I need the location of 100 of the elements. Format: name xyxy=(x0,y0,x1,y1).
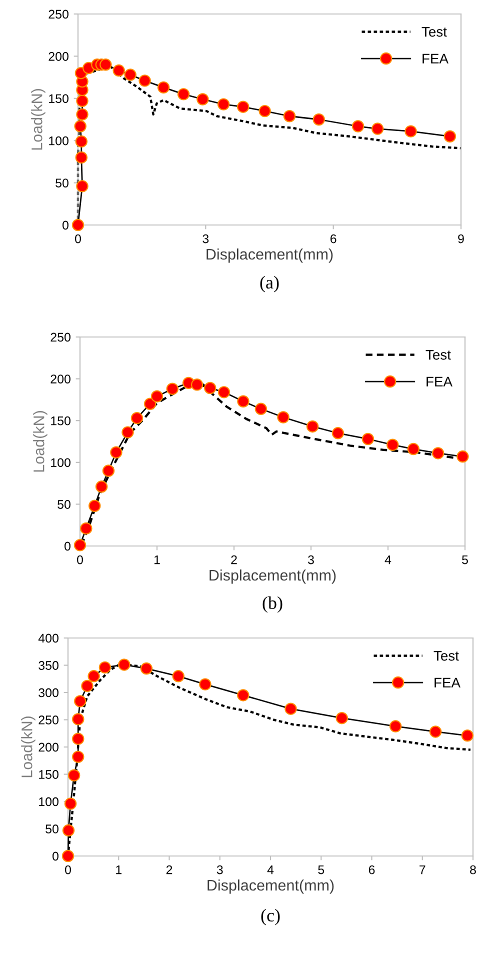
point xyxy=(196,93,209,106)
x-tick-label: 6 xyxy=(368,865,375,874)
y-tick-label: 400 xyxy=(38,634,58,643)
point xyxy=(432,447,444,460)
point xyxy=(407,442,420,456)
point xyxy=(102,464,115,477)
point xyxy=(130,412,144,424)
point xyxy=(371,122,384,135)
point xyxy=(258,104,271,118)
y-tick-label: 0 xyxy=(62,220,68,230)
point xyxy=(75,151,88,164)
legend-label: FEA xyxy=(422,54,448,64)
point xyxy=(336,712,348,724)
point xyxy=(75,135,88,148)
point xyxy=(312,113,325,126)
point xyxy=(72,732,84,745)
point xyxy=(144,398,156,410)
point xyxy=(177,88,190,100)
x-tick-label: 7 xyxy=(420,865,426,874)
point xyxy=(277,411,290,424)
y-tick-label: 250 xyxy=(50,332,70,342)
y-tick-label: 250 xyxy=(38,716,58,724)
point xyxy=(190,378,204,391)
point xyxy=(88,670,100,682)
point xyxy=(166,382,179,395)
point xyxy=(62,824,75,836)
point xyxy=(72,750,84,763)
y-tick-label: 0 xyxy=(52,852,58,861)
point xyxy=(98,661,112,674)
point xyxy=(254,402,268,416)
point xyxy=(122,426,134,438)
text: (c) xyxy=(261,908,280,926)
point xyxy=(237,100,250,113)
y-tick-label: 50 xyxy=(56,178,68,188)
legend-label: Test xyxy=(426,350,451,360)
y-tick-label: 150 xyxy=(49,94,68,104)
x-tick-label: 4 xyxy=(384,555,392,564)
point xyxy=(218,386,230,398)
point xyxy=(284,702,297,715)
point xyxy=(389,720,402,732)
y-tick-label: 200 xyxy=(48,52,68,61)
legend-label: Test xyxy=(422,27,447,37)
point xyxy=(88,500,101,512)
point xyxy=(74,539,86,552)
legend-label: Test xyxy=(434,651,459,661)
x-tick-label: 0 xyxy=(75,234,81,244)
x-axis-title: Displacement(mm) xyxy=(210,569,336,584)
x-tick-label: 3 xyxy=(202,234,209,244)
point xyxy=(237,689,250,702)
point xyxy=(76,180,88,192)
y-tick-label: 150 xyxy=(51,416,70,426)
point xyxy=(76,108,88,121)
point xyxy=(352,120,364,132)
point xyxy=(283,110,296,122)
x-tick-label: 1 xyxy=(116,865,122,874)
x-tick-label: 8 xyxy=(470,865,476,874)
point xyxy=(199,678,212,690)
text: (a) xyxy=(260,276,279,292)
y-tick-label: 350 xyxy=(38,661,58,670)
point xyxy=(138,74,151,87)
point xyxy=(74,120,86,132)
point xyxy=(157,81,170,94)
point xyxy=(404,125,417,138)
x-axis-title: Displacement(mm) xyxy=(206,248,333,263)
y-tick-label: 50 xyxy=(58,500,70,509)
x-tick-label: 5 xyxy=(318,865,324,874)
point xyxy=(444,130,456,142)
point xyxy=(100,58,112,71)
point xyxy=(429,726,442,738)
legend-label: FEA xyxy=(426,376,452,386)
legend-label: FEA xyxy=(434,678,460,688)
point xyxy=(204,382,216,394)
x-tick-label: 3 xyxy=(216,865,223,874)
x-tick-label: 5 xyxy=(462,555,468,564)
point xyxy=(95,480,108,493)
y-tick-label: 200 xyxy=(50,374,70,384)
y-tick-label: 100 xyxy=(39,797,58,806)
point xyxy=(150,390,164,402)
x-tick-label: 6 xyxy=(330,234,336,244)
point xyxy=(62,850,74,862)
y-tick-label: 300 xyxy=(38,688,58,698)
point xyxy=(362,432,374,446)
x-tick-label: 2 xyxy=(231,555,237,564)
x-tick-label: 2 xyxy=(166,865,172,874)
text: (b) xyxy=(262,596,282,613)
y-tick-label: 100 xyxy=(51,458,70,468)
x-tick-label: 9 xyxy=(458,234,464,244)
y-tick-label: 100 xyxy=(49,136,68,146)
point xyxy=(217,98,230,110)
y-tick-label: 150 xyxy=(39,770,58,779)
point xyxy=(332,427,344,440)
point xyxy=(112,64,125,77)
point xyxy=(237,395,250,408)
y-tick-label: 250 xyxy=(48,10,68,19)
point xyxy=(456,450,469,463)
x-tick-label: 0 xyxy=(77,555,83,564)
point xyxy=(72,713,84,726)
point xyxy=(172,670,184,682)
point xyxy=(68,769,80,782)
point xyxy=(110,446,122,458)
